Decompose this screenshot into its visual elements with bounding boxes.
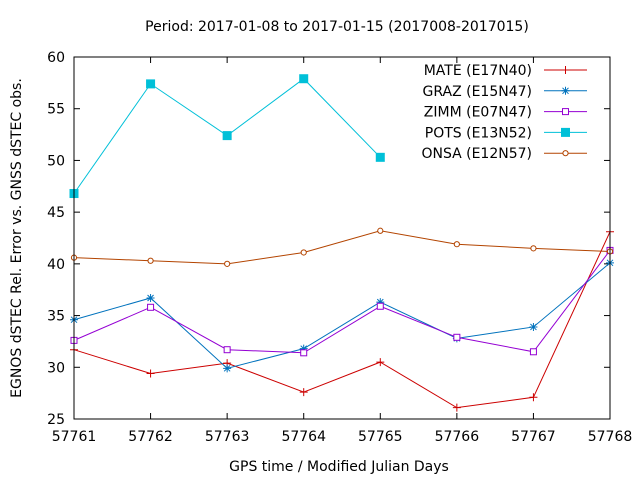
data-point [146, 79, 156, 89]
marker-shape [147, 303, 155, 311]
data-point [453, 333, 461, 341]
data-point [377, 227, 384, 234]
x-tick-label: 57763 [205, 429, 250, 445]
marker-shape [224, 260, 231, 267]
data-point [224, 260, 231, 267]
marker-shape [146, 79, 156, 89]
data-point [376, 302, 384, 310]
y-axis-label: EGNOS dSTEC Rel. Error vs. GNSS dSTEC ob… [9, 78, 25, 398]
legend-marker [561, 66, 570, 74]
marker-shape [529, 322, 538, 331]
data-point [530, 245, 537, 252]
marker-shape [561, 66, 570, 74]
marker-shape [561, 127, 570, 137]
marker-shape [561, 86, 570, 95]
legend-label: ONSA (E12N57) [421, 146, 532, 162]
x-tick-label: 57765 [358, 429, 403, 445]
x-tick-label: 57764 [281, 429, 326, 445]
series-pots [69, 74, 385, 199]
x-tick-label: 57761 [52, 429, 97, 445]
y-tick-label: 40 [47, 257, 65, 273]
series-line [73, 230, 611, 265]
plot-frame [73, 56, 611, 420]
legend-label: POTS (E13N52) [425, 125, 532, 141]
legend-marker [561, 127, 570, 137]
data-point [223, 346, 231, 354]
marker-shape [530, 245, 537, 252]
legend-label: MATE (E17N40) [424, 63, 532, 79]
series-line [73, 262, 611, 369]
data-point [300, 349, 308, 357]
x-axis-label: GPS time / Modified Julian Days [229, 459, 449, 475]
marker-shape [223, 346, 231, 354]
series-line [73, 250, 611, 354]
legend-marker [562, 150, 569, 157]
data-point [223, 364, 232, 373]
y-tick-label: 25 [47, 412, 65, 428]
marker-shape [299, 344, 308, 353]
plot-area: 25 30 35 40 45 50 55 60 57761 57762 57763 57764 5776… [47, 50, 632, 445]
series-mate [70, 227, 614, 412]
data-point [299, 388, 308, 397]
series-zimm [70, 246, 614, 357]
marker-shape [453, 241, 460, 248]
legend-label: GRAZ (E15N47) [423, 84, 533, 100]
y-tick-label: 50 [47, 153, 65, 169]
x-tick-label: 57762 [128, 429, 173, 445]
legend-marker [562, 108, 569, 116]
data-point [147, 303, 155, 311]
series-line [73, 231, 611, 409]
y-tick-label: 60 [47, 50, 65, 66]
marker-shape [377, 227, 384, 234]
series-graz [70, 258, 614, 373]
y-tick-label: 30 [47, 360, 65, 376]
marker-shape [376, 298, 385, 307]
legend-label: ZIMM (E07N47) [424, 105, 532, 121]
marker-shape [300, 349, 308, 357]
marker-shape [300, 249, 307, 256]
marker-shape [146, 369, 155, 378]
data-point [376, 358, 385, 367]
data-point [300, 249, 307, 256]
marker-shape [376, 302, 384, 310]
data-point [375, 152, 385, 162]
data-point [453, 241, 460, 248]
data-point [222, 131, 232, 141]
y-tick-label: 35 [47, 309, 65, 325]
x-tick-label: 57768 [588, 429, 633, 445]
marker-shape [529, 393, 538, 402]
data-point [529, 348, 537, 356]
marker-shape [299, 74, 309, 84]
legend: MATE (E17N40) GRAZ (E15N47) ZIMM (E07N47) P… [421, 63, 587, 162]
data-point [146, 293, 155, 302]
data-point [529, 393, 538, 402]
data-point [376, 298, 385, 307]
marker-shape [562, 108, 569, 116]
data-point [146, 369, 155, 378]
marker-shape [562, 150, 569, 157]
marker-shape [453, 333, 461, 341]
x-tick-label: 57766 [435, 429, 480, 445]
data-point [299, 344, 308, 353]
marker-shape [222, 131, 232, 141]
x-tick-label: 57767 [511, 429, 556, 445]
marker-shape [147, 257, 154, 264]
marker-shape [299, 388, 308, 397]
marker-shape [529, 348, 537, 356]
y-tick-label: 45 [47, 205, 65, 221]
series-onsa [70, 227, 614, 267]
marker-shape [146, 293, 155, 302]
legend-marker [561, 86, 570, 95]
data-point [529, 322, 538, 331]
data-point [452, 403, 461, 412]
marker-shape [376, 358, 385, 367]
marker-shape [452, 403, 461, 412]
marker-shape [375, 152, 385, 162]
data-point [299, 74, 309, 84]
chart-title: Period: 2017-01-08 to 2017-01-15 (201700… [145, 19, 529, 35]
data-point [147, 257, 154, 264]
marker-shape [223, 364, 232, 373]
y-tick-label: 55 [47, 102, 65, 118]
